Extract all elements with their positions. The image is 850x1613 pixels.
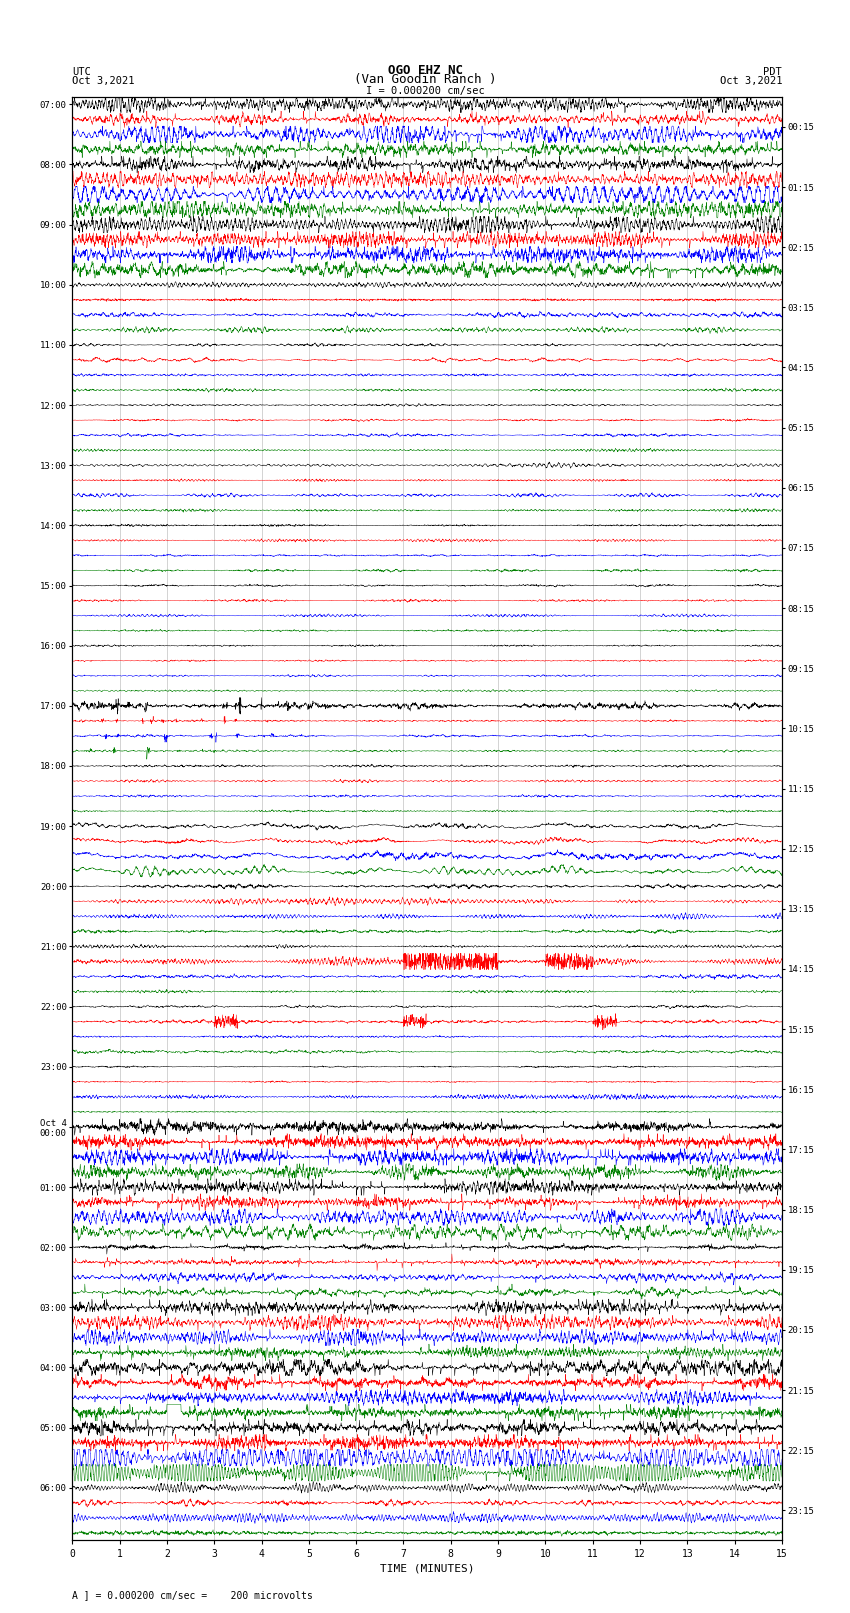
- Text: OGO EHZ NC: OGO EHZ NC: [388, 63, 462, 77]
- Text: A ] = 0.000200 cm/sec =    200 microvolts: A ] = 0.000200 cm/sec = 200 microvolts: [72, 1590, 313, 1600]
- Text: (Van Goodin Ranch ): (Van Goodin Ranch ): [354, 73, 496, 85]
- Text: PDT: PDT: [763, 66, 782, 77]
- X-axis label: TIME (MINUTES): TIME (MINUTES): [380, 1563, 474, 1574]
- Text: UTC: UTC: [72, 66, 91, 77]
- Text: Oct 3,2021: Oct 3,2021: [72, 76, 135, 85]
- Text: Oct 3,2021: Oct 3,2021: [719, 76, 782, 85]
- Text: I = 0.000200 cm/sec: I = 0.000200 cm/sec: [366, 85, 484, 97]
